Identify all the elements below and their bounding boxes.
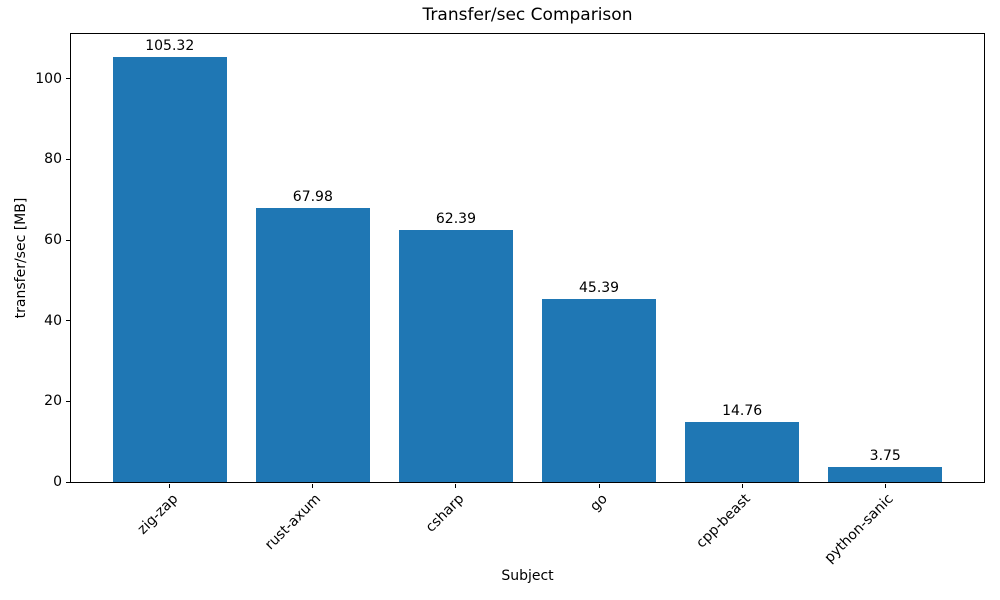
bar-zig-zap	[112, 57, 227, 482]
x-tick-mark	[598, 484, 600, 488]
bar-rust-axum	[255, 207, 371, 482]
x-tick-mark	[312, 484, 314, 488]
bar-go	[541, 298, 657, 482]
x-tick-mark	[455, 484, 457, 488]
bar-csharp	[398, 230, 514, 482]
y-tick-mark	[66, 78, 70, 80]
x-tick-label: csharp	[422, 491, 468, 536]
bar-value-label: 105.32	[145, 38, 195, 55]
y-tick-label: 0	[53, 474, 62, 490]
y-tick-mark	[66, 158, 70, 160]
x-tick-mark	[741, 484, 743, 488]
x-axis-label: Subject	[501, 568, 554, 584]
x-tick-mark	[884, 484, 886, 488]
y-tick-label: 20	[44, 393, 62, 410]
y-tick-mark	[66, 400, 70, 402]
bar-python-sanic	[828, 466, 943, 482]
x-tick-label: cpp-beast	[693, 491, 754, 552]
x-tick-label: go	[586, 491, 611, 515]
x-tick-label: rust-axum	[262, 491, 325, 554]
y-tick-mark	[66, 481, 70, 483]
y-tick-mark	[66, 320, 70, 322]
bar-cpp-beast	[684, 422, 800, 482]
x-tick-label: zig-zap	[134, 491, 182, 538]
x-tick-label: python-sanic	[821, 491, 897, 567]
y-axis-label: transfer/sec [MB]	[13, 197, 29, 319]
y-tick-label: 40	[44, 312, 62, 329]
bar-value-label: 14.76	[722, 403, 763, 420]
y-tick-label: 100	[35, 70, 62, 87]
bar-value-label: 3.75	[869, 447, 901, 464]
bar-value-label: 62.39	[435, 211, 476, 228]
y-tick-label: 60	[44, 232, 62, 249]
chart-title: Transfer/sec Comparison	[422, 5, 633, 25]
x-tick-mark	[169, 484, 171, 488]
y-tick-label: 80	[44, 151, 62, 168]
plot-area: 0 20 40 60 80 100 105.32 zig-zap 67.98 rust-axum 6…	[35, 33, 985, 566]
bar-value-label: 67.98	[292, 188, 333, 205]
y-tick-mark	[66, 239, 70, 241]
bar-value-label: 45.39	[579, 279, 620, 296]
